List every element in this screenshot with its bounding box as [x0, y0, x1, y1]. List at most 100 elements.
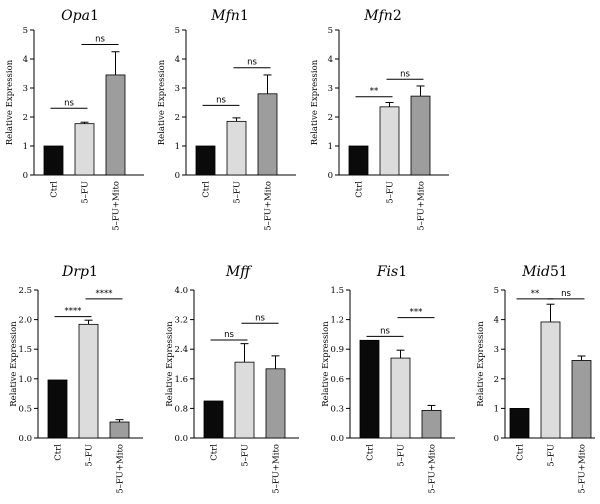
category-label: Ctrl [210, 444, 220, 461]
category-label: 5–FU [547, 444, 557, 467]
bar [410, 95, 431, 176]
y-tick-label: 3 [175, 84, 180, 94]
y-tick-label: 4 [175, 55, 180, 65]
y-axis-title: Relative Expression [321, 321, 331, 407]
y-axis-title: Relative Expression [9, 321, 19, 407]
y-tick-label: 5 [494, 286, 499, 296]
chart-title: Mfn2 [363, 8, 401, 24]
y-tick-label: 2.0 [18, 316, 32, 326]
y-tick-label: 1.5 [330, 286, 344, 296]
significance-label: **** [65, 307, 82, 317]
y-tick-label: 5 [23, 26, 28, 36]
bar [105, 74, 126, 176]
category-label: 5–FU [81, 181, 91, 204]
bar [43, 145, 64, 176]
y-tick-label: 0.6 [330, 375, 344, 385]
bar [74, 123, 95, 176]
y-tick-label: 2 [328, 113, 333, 123]
y-axis-title: Relative Expression [5, 59, 15, 145]
y-tick-label: 5 [175, 26, 180, 36]
y-tick-label: 1.5 [18, 345, 32, 355]
y-tick-label: 3 [328, 84, 333, 94]
y-tick-label: 0.0 [330, 434, 344, 444]
y-tick-label: 1 [23, 142, 28, 152]
y-axis-title: Relative Expression [310, 59, 320, 145]
y-tick-label: 0.0 [18, 434, 32, 444]
y-tick-label: 2 [494, 375, 499, 385]
y-tick-label: 0.9 [330, 345, 344, 355]
category-label: Ctrl [54, 444, 64, 461]
y-tick-label: 0.3 [330, 404, 344, 414]
bar [109, 421, 130, 439]
category-label: 5–FU [233, 181, 243, 204]
chart-title: Fis1 [376, 264, 407, 280]
bar [540, 321, 561, 439]
category-label: 5–FU [386, 181, 396, 204]
bar [421, 409, 442, 439]
category-label: 5–FU [85, 444, 95, 467]
bar [226, 120, 247, 176]
chart-title: Opa1 [61, 8, 99, 24]
bar [203, 400, 224, 439]
y-tick-label: 3 [23, 84, 28, 94]
y-tick-label: 4.0 [174, 286, 188, 296]
y-tick-label: 5 [328, 26, 333, 36]
category-label: Ctrl [50, 181, 60, 198]
category-label: Ctrl [366, 444, 376, 461]
bar [348, 145, 369, 176]
bar [509, 407, 530, 439]
bar [571, 360, 592, 439]
y-axis-title: Relative Expression [165, 321, 175, 407]
y-tick-label: 1.0 [18, 375, 32, 385]
chart-title: Mid51 [521, 264, 568, 280]
y-tick-label: 1 [494, 404, 499, 414]
category-label: Ctrl [202, 181, 212, 198]
y-tick-label: 0 [328, 171, 333, 181]
bar [379, 106, 400, 176]
y-tick-label: 2.4 [174, 345, 188, 355]
significance-label: *** [410, 308, 423, 318]
bar [78, 323, 99, 439]
chart-title: Mff [225, 264, 252, 280]
y-tick-label: 0.0 [174, 434, 188, 444]
category-label: 5–FU [397, 444, 407, 467]
bar [47, 379, 68, 439]
significance-label: ns [561, 289, 571, 299]
y-tick-label: 0 [23, 171, 28, 181]
y-tick-label: 2 [23, 113, 28, 123]
bar [265, 368, 286, 439]
significance-label: ns [400, 69, 410, 79]
y-tick-label: 0.8 [174, 404, 188, 414]
significance-label: **** [96, 289, 113, 299]
y-tick-label: 2.5 [18, 286, 32, 296]
significance-label: ns [255, 313, 265, 323]
bar [234, 361, 255, 439]
y-tick-label: 3 [494, 345, 499, 355]
bar [359, 339, 380, 439]
y-tick-label: 0 [175, 171, 180, 181]
category-label: Ctrl [355, 181, 365, 198]
category-label: 5–FU+Mito [272, 444, 282, 494]
significance-label: ** [370, 87, 379, 97]
y-tick-label: 1 [175, 142, 180, 152]
category-label: 5–FU+Mito [578, 444, 588, 494]
y-axis-title: Relative Expression [476, 321, 486, 407]
y-tick-label: 4 [328, 55, 333, 65]
y-tick-label: 0 [494, 434, 499, 444]
chart-title: Mfn1 [210, 8, 248, 24]
bar [390, 357, 411, 439]
category-label: 5–FU+Mito [264, 181, 274, 231]
significance-label: ns [95, 35, 105, 45]
category-label: 5–FU [241, 444, 251, 467]
category-label: Ctrl [516, 444, 526, 461]
significance-label: ns [247, 58, 257, 68]
category-label: 5–FU+Mito [428, 444, 438, 494]
y-tick-label: 1.6 [174, 375, 188, 385]
significance-label: ns [64, 98, 74, 108]
y-tick-label: 1.2 [330, 316, 344, 326]
category-label: 5–FU+Mito [116, 444, 126, 494]
y-tick-label: 0.5 [18, 404, 32, 414]
y-tick-label: 1 [328, 142, 333, 152]
chart-title: Drp1 [61, 264, 98, 280]
